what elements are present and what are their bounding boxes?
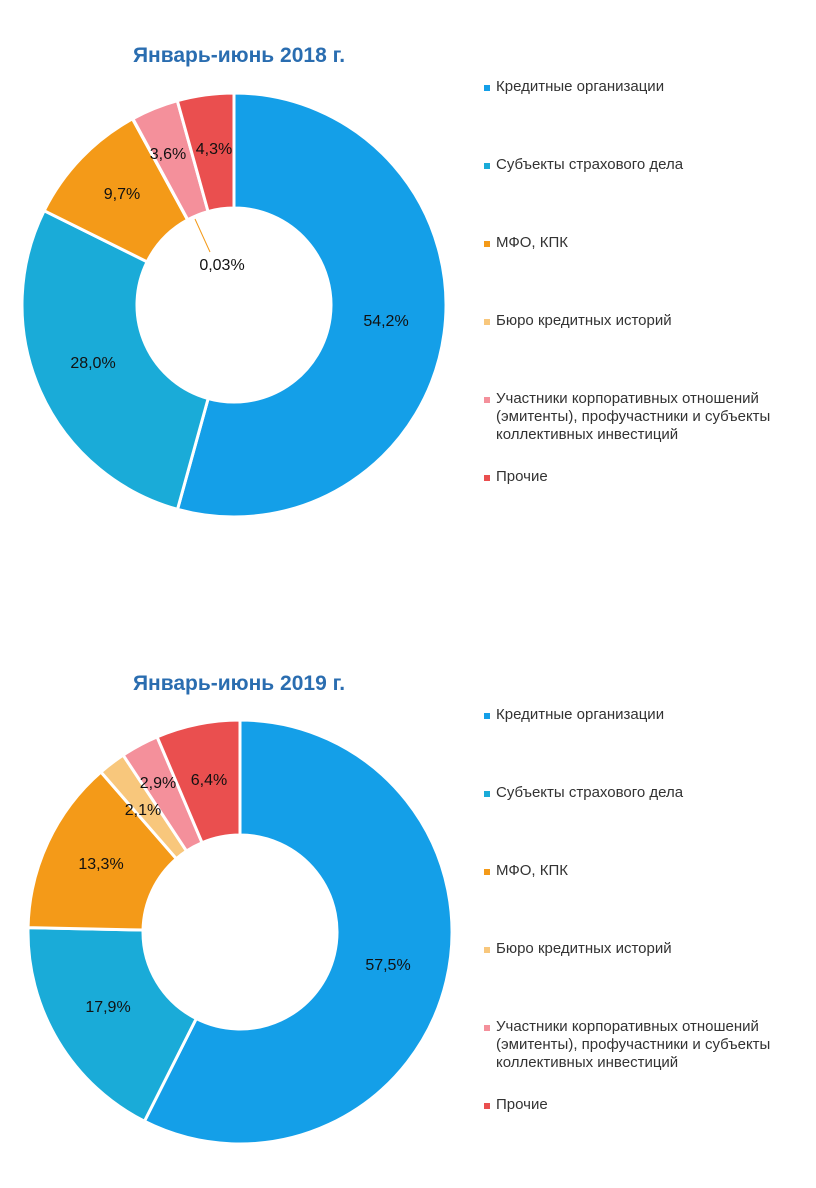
legend-item-insurance: Субъекты страхового дела [484,156,804,174]
legend-label-line: Участники корпоративных отношений [496,1018,759,1035]
data-label: 0,03% [199,257,244,274]
legend-item-credit-orgs: Кредитные организации [484,78,804,96]
legend-label: Субъекты страхового дела [496,156,684,173]
legend-swatch [484,947,490,953]
legend-swatch [484,241,490,247]
data-label: 54,2% [363,313,408,330]
legend-swatch [484,163,490,169]
legend-label-line: Участники корпоративных отношений [496,390,759,407]
legend-item-corporate: Участники корпоративных отношений (эмите… [484,390,804,444]
data-label: 2,1% [125,802,161,819]
data-label: 4,3% [196,141,232,158]
legend-label: МФО, КПК [496,862,568,879]
chart-title: Январь-июнь 2019 г. [132,672,346,695]
data-label: 13,3% [78,856,123,873]
legend-label-line: коллективных инвестиций [496,426,679,443]
slice-credit-orgs [175,91,448,519]
legend-label-line: (эмитенты), профучастники и субъекты [496,1036,771,1053]
legend-label: Прочие [496,468,548,485]
legend-swatch [484,319,490,325]
legend-swatch [484,397,490,403]
chart-title: Январь-июнь 2018 г. [132,44,346,67]
donut-chart: 54,2% 28,0% 9,7% 0,03% 3,6% 4,3% [20,91,448,519]
data-label: 3,6% [150,146,186,163]
donut-chart: 57,5% 17,9% 13,3% 2,1% 2,9% 6,4% [26,718,454,1146]
legend-label: Бюро кредитных историй [496,312,672,329]
legend-label-line: (эмитенты), профучастники и субъекты [496,408,771,425]
legend-item-mfo-kpk: МФО, КПК [484,234,804,252]
legend-label: Кредитные организации [496,706,665,723]
slice-insurance [20,208,211,512]
slice-credit-orgs [142,718,454,1146]
chart-2019: Январь-июнь 2019 г. 57,5% 17,9% 13,3% 2,1% 2… [0,628,816,1188]
legend-swatch [484,791,490,797]
legend-label: Субъекты страхового дела [496,784,684,801]
legend-swatch [484,85,490,91]
legend-label: Кредитные организации [496,78,665,95]
legend-label: Прочие [496,1096,548,1113]
legend-item-credit-orgs: Кредитные организации [484,706,804,724]
data-label: 28,0% [70,355,115,372]
leader-line [194,218,211,253]
legend: Кредитные организации Субъекты страховог… [484,78,804,546]
legend-swatch [484,475,490,481]
data-label: 2,9% [140,775,176,792]
slice-other [175,91,236,214]
legend-swatch [484,1025,490,1031]
slice-mfo-kpk [26,769,179,932]
chart-2018: Январь-июнь 2018 г. 54,2% 28,0% 9,7% 0,03% 3… [0,0,816,560]
data-label: 6,4% [191,772,227,789]
slice-other [155,718,242,845]
data-label: 9,7% [104,186,140,203]
legend-item-corporate: Участники корпоративных отношений (эмите… [484,1018,804,1072]
legend-swatch [484,1103,490,1109]
legend-swatch [484,713,490,719]
legend-item-mfo-kpk: МФО, КПК [484,862,804,880]
legend-label: МФО, КПК [496,234,568,251]
legend-item-insurance: Субъекты страхового дела [484,784,804,802]
legend-label: Бюро кредитных историй [496,940,672,957]
legend-item-other: Прочие [484,468,804,486]
data-label: 57,5% [365,957,410,974]
slice-insurance [26,926,199,1124]
legend-item-bureau: Бюро кредитных историй [484,312,804,330]
legend-label-line: коллективных инвестиций [496,1054,679,1071]
legend-item-bureau: Бюро кредитных историй [484,940,804,958]
legend-swatch [484,869,490,875]
legend: Кредитные организации Субъекты страховог… [484,706,804,1174]
legend-item-other: Прочие [484,1096,804,1114]
data-label: 17,9% [85,999,130,1016]
